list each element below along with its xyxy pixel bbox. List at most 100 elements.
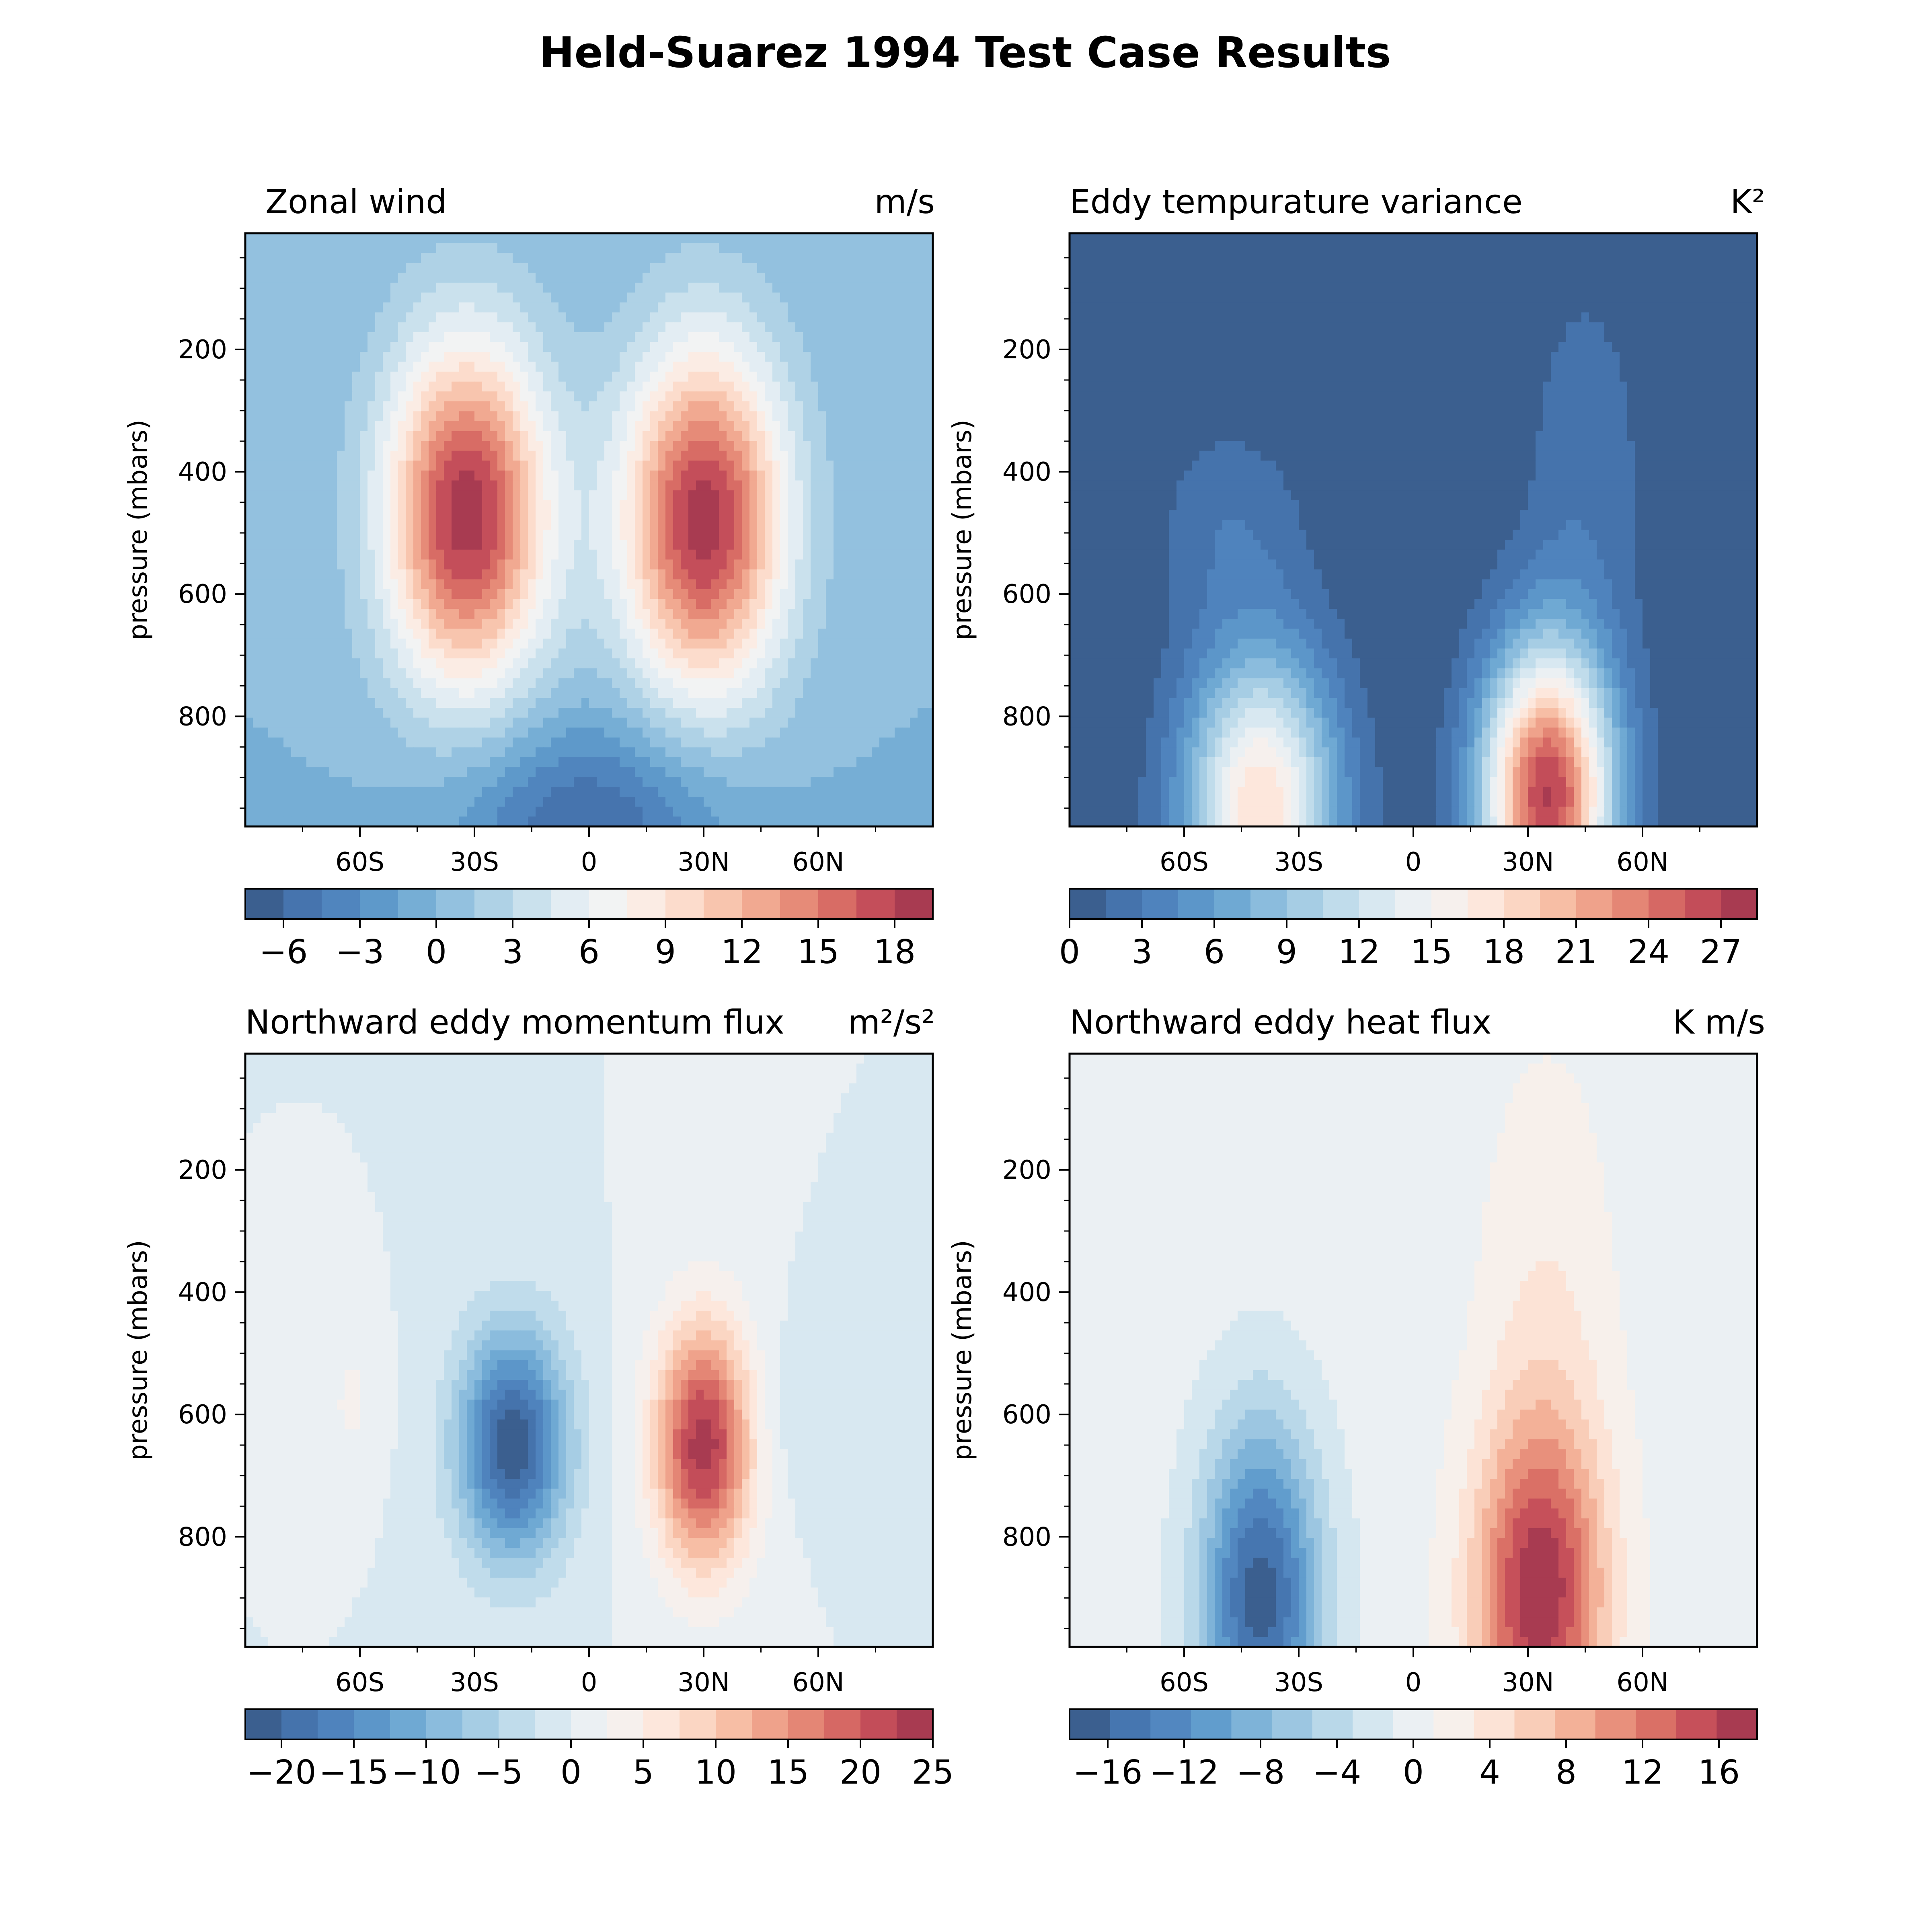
contour-cell <box>803 688 811 699</box>
contour-cell <box>742 757 750 768</box>
contour-cell <box>895 322 903 333</box>
contour-cell <box>826 579 834 590</box>
contour-cell <box>788 579 796 590</box>
contour-cell <box>413 540 421 550</box>
contour-cell <box>612 352 620 362</box>
contour-cell <box>360 480 368 491</box>
contour-cell <box>795 441 803 451</box>
contour-cell <box>276 480 284 491</box>
contour-cell <box>383 352 391 362</box>
contour-cell <box>574 717 582 728</box>
contour-cell <box>375 777 383 787</box>
contour-cell <box>589 460 597 471</box>
contour-cell <box>826 401 834 412</box>
contour-cell <box>398 728 406 738</box>
contour-cell <box>352 322 360 333</box>
contour-cell <box>643 589 651 600</box>
contour-cell <box>734 450 742 461</box>
contour-cell <box>551 391 559 402</box>
contour-cell <box>658 450 666 461</box>
contour-cell <box>864 263 872 273</box>
contour-cell <box>490 530 498 540</box>
contour-cell <box>818 312 826 323</box>
contour-cell <box>497 332 505 343</box>
contour-cell <box>520 312 528 323</box>
contour-cell <box>474 500 482 511</box>
contour-cell <box>681 471 689 481</box>
contour-cell <box>421 263 429 273</box>
contour-cell <box>818 549 826 560</box>
contour-cell <box>543 638 551 649</box>
contour-cell <box>658 648 666 659</box>
contour-cell <box>757 678 765 689</box>
contour-cell <box>589 312 597 323</box>
contour-cell <box>413 352 421 362</box>
contour-cell <box>665 471 673 481</box>
contour-cell <box>306 540 314 550</box>
contour-cell <box>360 243 368 253</box>
contour-cell <box>918 490 926 501</box>
contour-cell <box>589 648 597 659</box>
contour-cell <box>398 678 406 689</box>
contour-cell <box>368 401 376 412</box>
contour-cell <box>360 322 368 333</box>
contour-cell <box>398 757 406 768</box>
contour-cell <box>261 747 269 758</box>
contour-cell <box>490 678 498 689</box>
contour-cell <box>322 362 330 372</box>
contour-cell <box>352 450 360 461</box>
contour-cell <box>688 559 696 570</box>
contour-cell <box>918 569 926 580</box>
contour-cell <box>627 431 635 442</box>
contour-cell <box>444 668 452 679</box>
contour-cell <box>444 530 452 540</box>
contour-cell <box>604 629 612 639</box>
contour-cell <box>459 233 467 244</box>
contour-cell <box>597 302 605 313</box>
contour-cell <box>306 747 314 758</box>
contour-cell <box>551 381 559 392</box>
contour-cell <box>360 263 368 273</box>
contour-cell <box>314 747 322 758</box>
contour-cell <box>345 777 353 787</box>
contour-cell <box>536 490 544 501</box>
contour-cell <box>467 263 475 273</box>
contour-cell <box>841 619 849 629</box>
contour-cell <box>879 480 887 491</box>
contour-cell <box>268 282 276 293</box>
contour-cell <box>497 233 505 244</box>
contour-cell <box>902 737 910 748</box>
contour-cell <box>276 253 284 263</box>
contour-cell <box>352 717 360 728</box>
contour-cell <box>352 342 360 352</box>
contour-cell <box>795 342 803 352</box>
contour-cell <box>902 292 910 303</box>
contour-cell <box>887 757 895 768</box>
contour-cell <box>536 233 544 244</box>
contour-cell <box>406 273 414 283</box>
contour-cell <box>352 747 360 758</box>
contour-cell <box>757 549 765 560</box>
contour-cell <box>306 589 314 600</box>
contour-cell <box>643 678 651 689</box>
contour-cell <box>520 352 528 362</box>
contour-cell <box>658 480 666 491</box>
contour-cell <box>513 233 521 244</box>
contour-cell <box>444 599 452 609</box>
contour-cell <box>261 342 269 352</box>
contour-cell <box>834 530 842 540</box>
contour-cell <box>452 292 460 303</box>
contour-cell <box>711 460 719 471</box>
contour-cell <box>612 510 620 520</box>
contour-cell <box>765 767 773 777</box>
contour-cell <box>719 717 727 728</box>
contour-cell <box>864 520 872 530</box>
contour-cell <box>459 668 467 679</box>
contour-cell <box>727 648 735 659</box>
contour-cell <box>772 362 780 372</box>
contour-cell <box>650 717 658 728</box>
contour-cell <box>757 253 765 263</box>
contour-cell <box>765 629 773 639</box>
contour-cell <box>719 292 727 303</box>
contour-cell <box>474 411 482 421</box>
